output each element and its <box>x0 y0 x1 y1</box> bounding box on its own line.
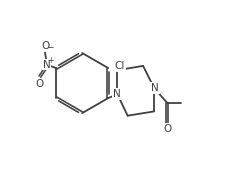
Text: +: + <box>47 56 53 65</box>
Text: N: N <box>113 89 120 99</box>
Text: N: N <box>151 83 159 93</box>
Text: N: N <box>43 60 51 70</box>
Text: Cl: Cl <box>115 61 125 71</box>
Text: O: O <box>41 41 49 51</box>
Text: O: O <box>36 79 44 89</box>
Text: O: O <box>163 124 171 134</box>
Text: −: − <box>46 42 53 51</box>
